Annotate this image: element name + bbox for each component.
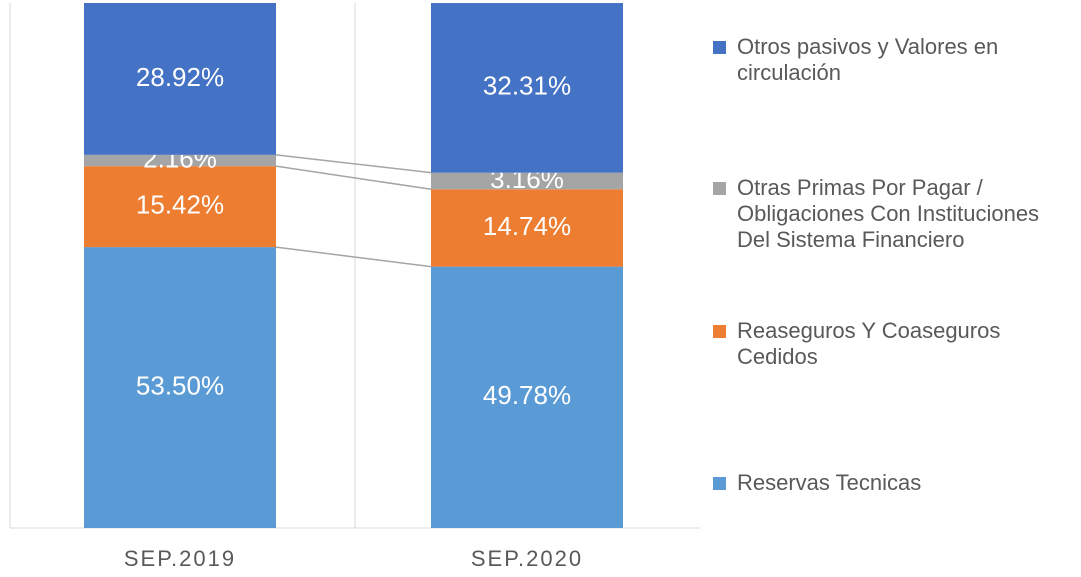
bar-segment [431, 3, 623, 173]
bar-segment [84, 3, 276, 155]
legend-swatch [713, 477, 726, 490]
legend-item: Reaseguros Y Coaseguros Cedidos [713, 318, 1073, 370]
x-tick-label: SEP.2020 [471, 546, 583, 571]
legend-label: Reservas Tecnicas [737, 470, 922, 495]
value-label: 28.92% [136, 62, 224, 92]
bar-segment [84, 166, 276, 248]
bar-segment [431, 189, 623, 267]
bar-segment [84, 247, 276, 528]
x-tick-label: SEP.2019 [124, 546, 236, 571]
legend-swatch [713, 182, 726, 195]
value-label: 15.42% [136, 190, 224, 220]
legend-item: Reservas Tecnicas [713, 470, 1073, 496]
legend-item: Otras Primas Por Pagar / Obligaciones Co… [713, 175, 1073, 253]
value-label: 32.31% [483, 71, 571, 101]
legend-label: Otras Primas Por Pagar / Obligaciones Co… [737, 175, 1040, 252]
legend-item: Otros pasivos y Valores en circulación [713, 34, 1073, 86]
bar-segment [431, 172, 623, 190]
connector-line [275, 154, 432, 174]
value-label: 14.74% [483, 211, 571, 241]
bar-segment [84, 154, 276, 167]
legend-label: Otros pasivos y Valores en circulación [737, 34, 999, 85]
value-label: 49.78% [483, 380, 571, 410]
legend-swatch [713, 325, 726, 338]
bar-segment [431, 266, 623, 528]
value-label: 53.50% [136, 370, 224, 400]
connector-line [275, 246, 432, 268]
legend-swatch [713, 41, 726, 54]
legend-label: Reaseguros Y Coaseguros Cedidos [737, 318, 1001, 369]
connector-line [275, 165, 432, 191]
